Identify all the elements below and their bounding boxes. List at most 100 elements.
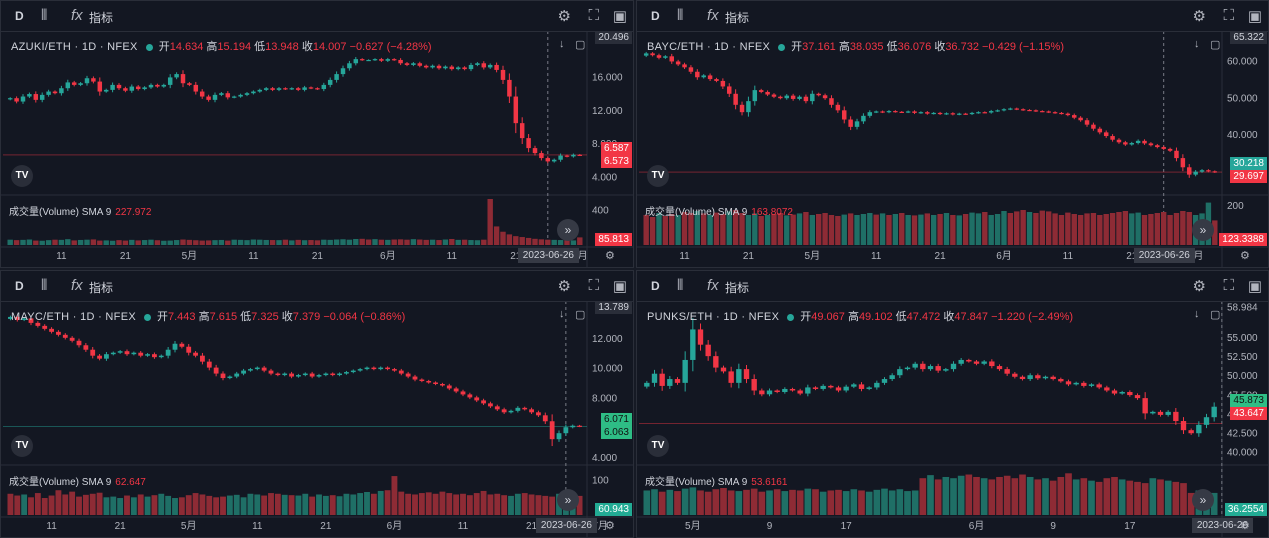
- scroll-forward-button[interactable]: »: [557, 489, 579, 511]
- sma-value: 163.8072: [751, 207, 793, 218]
- volume-bar: [957, 475, 965, 515]
- restore-icon[interactable]: ▢: [1210, 309, 1221, 321]
- volume-bar: [577, 237, 583, 245]
- axis-settings-icon[interactable]: ⚙: [1240, 250, 1250, 262]
- function-icon[interactable]: fx: [707, 7, 719, 24]
- sma-label: SMA 9: [715, 477, 748, 488]
- volume-bar: [873, 214, 879, 245]
- fullscreen-icon[interactable]: ⛶: [1223, 277, 1234, 294]
- indicators-button[interactable]: 指标: [89, 281, 114, 295]
- candle: [966, 358, 972, 363]
- camera-icon[interactable]: ▣: [612, 278, 627, 295]
- arrow-down-icon[interactable]: ↓: [1194, 38, 1200, 50]
- restore-icon[interactable]: ▢: [575, 39, 586, 51]
- volume-bar: [773, 489, 781, 515]
- function-icon[interactable]: fx: [707, 277, 719, 294]
- candle: [212, 92, 218, 103]
- indicators-button[interactable]: 指标: [89, 11, 114, 25]
- candle: [494, 404, 500, 412]
- volume-bar: [282, 239, 289, 245]
- sma-value: 53.6161: [751, 477, 788, 488]
- fullscreen-icon[interactable]: ⛶: [1223, 7, 1234, 24]
- volume-bar: [651, 489, 658, 515]
- scroll-forward-button[interactable]: »: [1192, 219, 1214, 241]
- scroll-forward-button[interactable]: »: [1192, 489, 1214, 511]
- arrow-down-icon[interactable]: ↓: [1194, 308, 1200, 320]
- candle-type-icon[interactable]: ⫴: [677, 7, 684, 24]
- camera-icon[interactable]: ▣: [1247, 278, 1262, 295]
- volume-bar: [137, 494, 144, 515]
- volume-bar: [231, 239, 237, 245]
- volume-bar: [173, 240, 180, 245]
- arrow-down-icon[interactable]: ↓: [559, 308, 565, 320]
- ohlc-key: 高: [838, 41, 850, 53]
- axis-settings-icon[interactable]: ⚙: [1240, 520, 1250, 532]
- volume-bar: [218, 239, 225, 245]
- function-icon[interactable]: fx: [71, 7, 83, 24]
- gear-icon[interactable]: ⚙: [557, 8, 571, 25]
- scroll-forward-button[interactable]: »: [557, 219, 579, 241]
- gear-icon[interactable]: ⚙: [557, 278, 571, 295]
- gear-icon[interactable]: ⚙: [1192, 278, 1206, 295]
- interval-button[interactable]: D: [651, 279, 660, 293]
- candle: [165, 346, 171, 359]
- indicators-button[interactable]: 指标: [725, 281, 750, 295]
- indicators-button[interactable]: 指标: [725, 11, 750, 25]
- restore-icon[interactable]: ▢: [575, 309, 586, 321]
- candle-type-icon[interactable]: ⫴: [41, 277, 48, 294]
- volume-bar: [372, 239, 378, 245]
- candle: [720, 78, 726, 90]
- volume-bar: [1141, 483, 1149, 515]
- fullscreen-icon[interactable]: ⛶: [588, 277, 599, 294]
- volume-bar: [432, 493, 439, 515]
- chart-canvas[interactable]: 58.98455.00052.50050.00047.50045.00042.5…: [637, 271, 1269, 538]
- volume-bar: [397, 239, 404, 245]
- interval-button[interactable]: D: [651, 9, 660, 23]
- candle: [727, 83, 732, 97]
- ohlc-key: 高: [206, 41, 218, 53]
- interval-button[interactable]: D: [15, 9, 24, 23]
- volume-bar: [186, 239, 193, 245]
- volume-bar: [370, 493, 377, 515]
- volume-bar: [148, 239, 154, 245]
- camera-icon[interactable]: ▣: [1247, 8, 1262, 25]
- candle-type-icon[interactable]: ⫴: [677, 277, 684, 294]
- candle: [1059, 112, 1064, 115]
- candle: [943, 367, 949, 372]
- candle: [76, 338, 82, 348]
- candle: [1027, 109, 1032, 112]
- gear-icon[interactable]: ⚙: [1192, 8, 1206, 25]
- candle: [515, 406, 521, 413]
- restore-icon[interactable]: ▢: [1210, 39, 1221, 51]
- volume-bar: [545, 239, 551, 245]
- function-icon[interactable]: fx: [71, 277, 83, 294]
- arrow-down-icon[interactable]: ↓: [559, 38, 565, 50]
- crosshair-date-label: 2023-06-26: [1133, 248, 1195, 263]
- chart-canvas[interactable]: 16.00012.0008.0004.00040011215月11216月112…: [1, 1, 634, 268]
- volume-bar: [899, 213, 905, 245]
- volume-bar: [180, 239, 186, 245]
- volume-bar: [827, 490, 835, 515]
- candle: [309, 371, 315, 379]
- camera-icon[interactable]: ▣: [612, 8, 627, 25]
- axis-settings-icon[interactable]: ⚙: [605, 250, 615, 262]
- candle: [803, 94, 809, 104]
- axis-settings-icon[interactable]: ⚙: [605, 520, 615, 532]
- volume-bar: [206, 495, 213, 515]
- symbol-label: PUNKS/ETH · 1D · NFEX: [647, 311, 780, 323]
- candle: [1027, 373, 1033, 382]
- fullscreen-icon[interactable]: ⛶: [588, 7, 599, 24]
- ohlc-key: 开: [800, 311, 812, 323]
- candle: [950, 112, 956, 116]
- candle: [751, 374, 757, 396]
- volume-bar: [919, 478, 927, 515]
- candle: [8, 315, 13, 321]
- price-tag-last: 43.647: [1230, 406, 1267, 420]
- candle-type-icon[interactable]: ⫴: [41, 7, 48, 24]
- volume-bar: [576, 495, 583, 515]
- volume-bar: [803, 212, 809, 245]
- ohlc-key: 收: [281, 311, 293, 323]
- interval-button[interactable]: D: [15, 279, 24, 293]
